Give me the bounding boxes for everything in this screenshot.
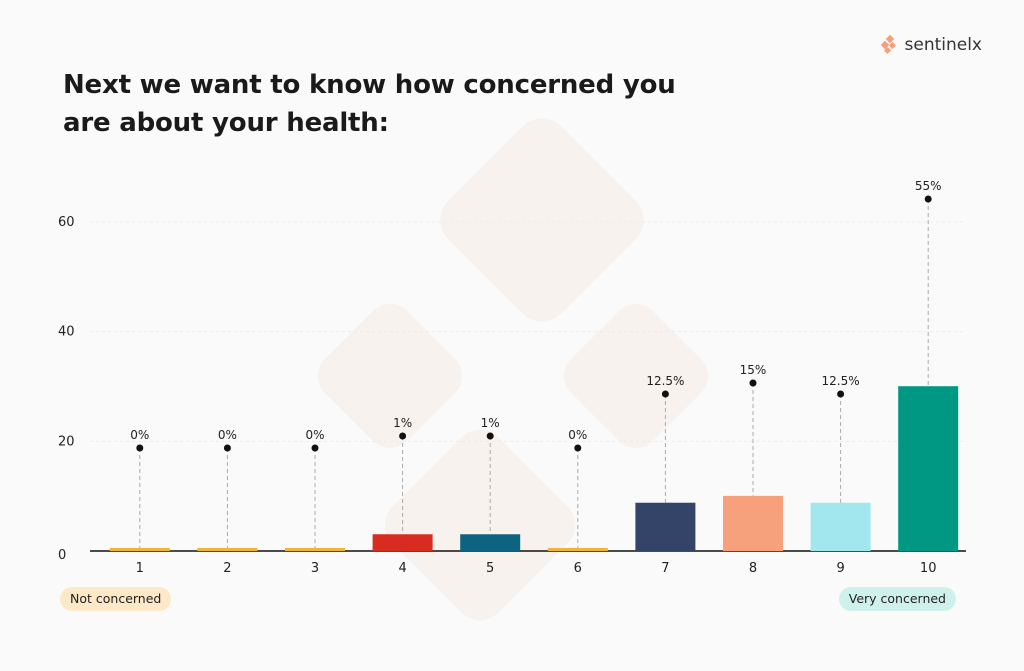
value-marker [924, 195, 932, 203]
data-label: 0% [305, 428, 324, 442]
scale-high-label: Very concerned [838, 587, 956, 611]
data-label: 12.5% [822, 374, 860, 388]
data-label: 0% [218, 428, 237, 442]
value-marker [574, 444, 582, 452]
x-tick-label: 9 [836, 561, 844, 576]
bar [898, 386, 959, 551]
data-label: 15% [740, 363, 767, 377]
sentinelx-logo-icon [880, 35, 896, 55]
value-marker [223, 444, 231, 452]
brand-name: sentinelx [904, 35, 983, 55]
page-title: Next we want to know how concerned you a… [63, 70, 676, 138]
value-marker [486, 432, 494, 440]
y-tick-label: 0 [58, 548, 66, 563]
x-tick-label: 8 [749, 561, 757, 576]
value-marker [749, 379, 757, 387]
data-label: 1% [393, 416, 412, 430]
data-label: 1% [481, 416, 500, 430]
x-tick-label: 5 [486, 561, 494, 576]
data-label: 55% [915, 179, 942, 193]
data-label: 12.5% [646, 374, 684, 388]
x-tick-label: 7 [661, 561, 669, 576]
x-tick-label: 1 [136, 561, 144, 576]
x-tick-label: 2 [223, 561, 231, 576]
x-tick-label: 6 [574, 561, 582, 576]
data-label: 0% [130, 428, 149, 442]
x-tick-label: 3 [311, 561, 319, 576]
bar [109, 548, 170, 551]
x-tick-label: 4 [398, 561, 406, 576]
value-marker [837, 390, 845, 398]
bar [810, 502, 871, 551]
bar [285, 548, 345, 551]
brand-logo: sentinelx [879, 35, 983, 55]
value-marker [399, 432, 407, 440]
y-tick-label: 20 [58, 434, 75, 449]
value-marker [311, 444, 319, 452]
bar [460, 534, 521, 551]
value-marker [661, 390, 669, 398]
bar [372, 534, 433, 551]
bar [197, 548, 258, 551]
data-label: 0% [568, 428, 587, 442]
value-marker [136, 444, 144, 452]
bar [723, 495, 783, 551]
y-tick-label: 40 [58, 325, 75, 340]
bar [635, 502, 696, 551]
y-tick-label: 60 [58, 215, 75, 230]
scale-low-label: Not concerned [60, 587, 172, 611]
x-tick-label: 10 [920, 561, 937, 576]
bar [547, 548, 608, 551]
